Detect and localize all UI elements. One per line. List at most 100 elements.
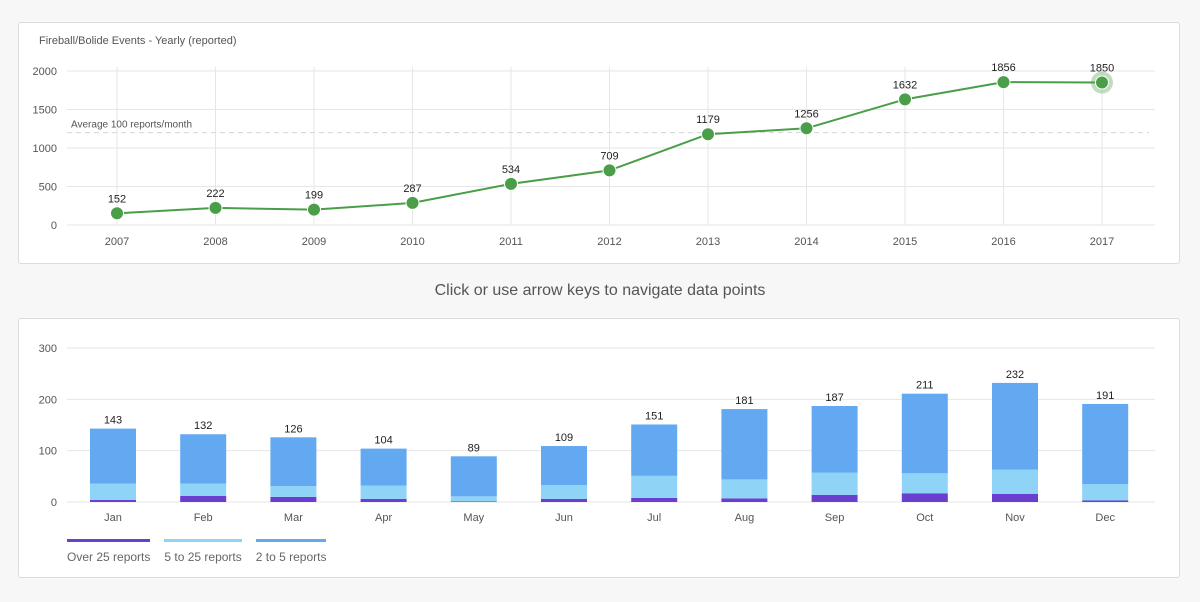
bar-segment[interactable] [180,483,227,496]
yearly-line-chart[interactable]: 0 500 1000 1500 2000 2007 2008 2009 2010 2011 2012… [19,23,1181,265]
bar-segment[interactable] [901,493,948,502]
x-tick-label: May [463,512,484,524]
bar-total-label: 181 [735,395,753,407]
bar-segment[interactable] [992,469,1038,494]
x-tick-label: Feb [194,512,213,524]
bar-segment[interactable] [90,428,136,484]
y-tick-label: 1500 [33,105,57,117]
x-tick-label: Sep [825,512,845,524]
bar-total-label: 126 [284,423,302,435]
bar-segment[interactable] [992,382,1038,470]
bar-total-label: 104 [374,435,392,447]
bar-segment[interactable] [631,424,678,476]
bar-segment[interactable] [1082,403,1129,485]
bar-segment[interactable] [270,496,317,502]
bar-total-label: 191 [1096,390,1114,402]
bar-segment[interactable] [992,493,1038,502]
chart-title: Fireball/Bolide Events - Yearly (reporte… [39,35,237,47]
legend-item[interactable]: Over 25 reports [67,539,151,564]
data-point[interactable] [405,195,420,210]
x-tick-label: Jun [555,512,573,524]
data-point[interactable] [898,92,912,107]
y-tick-label: 2000 [33,66,57,78]
data-label: 1256 [794,108,818,120]
x-tick-label: 2015 [893,236,917,248]
data-label: 222 [206,188,224,200]
data-label: 534 [502,164,520,176]
bar-segment[interactable] [360,498,407,502]
x-tick-label: 2011 [499,236,523,248]
bar-segment[interactable] [180,434,227,484]
y-tick-label: 200 [39,394,57,406]
data-point[interactable] [799,121,814,136]
x-tick-label: Aug [735,512,755,524]
monthly-bar-chart[interactable]: 0 100 200 300 143 Jan 132 Feb 126 Mar 104 Apr 89 May 1… [19,319,1181,579]
x-tick-label: 2013 [696,236,720,248]
bar-total-label: 109 [555,432,573,444]
x-tick-label: 2014 [794,236,818,248]
x-tick-label: Oct [916,512,933,524]
x-tick-label: 2008 [203,236,227,248]
bar-segment[interactable] [541,498,587,502]
x-tick-label: Mar [284,512,303,524]
navigation-hint: Click or use arrow keys to navigate data… [434,282,766,299]
bar-segment[interactable] [721,498,768,502]
data-point[interactable] [307,202,321,217]
data-label: 1850 [1090,63,1114,75]
bar-segment[interactable] [721,479,768,499]
bar-segment[interactable] [811,406,858,473]
bar-segment[interactable] [360,485,407,499]
monthly-chart-panel: 0 100 200 300 143 Jan 132 Feb 126 Mar 104 Apr 89 May 1… [18,318,1180,578]
data-label: 287 [403,183,421,195]
bar-segment[interactable] [180,495,227,502]
x-tick-label: 2017 [1090,236,1114,248]
bar-segment[interactable] [541,485,587,499]
legend-item[interactable]: 5 to 25 reports [164,539,242,564]
bar-total-label: 132 [194,420,212,432]
bar-segment[interactable] [901,393,948,474]
bar-total-label: 89 [468,442,480,454]
data-point[interactable] [701,127,715,142]
bar-segment[interactable] [360,448,407,486]
data-label: 152 [108,193,126,205]
bar-segment[interactable] [270,437,317,487]
bar-segment[interactable] [811,472,858,495]
data-point[interactable] [602,163,617,178]
bar-total-label: 187 [825,392,843,404]
y-tick-label: 500 [39,182,57,194]
y-tick-label: 100 [39,446,57,458]
data-point[interactable] [1095,75,1109,90]
data-label: 199 [305,190,323,202]
bar-segment[interactable] [541,446,587,486]
bar-segment[interactable] [450,501,497,502]
bar-total-label: 232 [1006,369,1024,381]
bar-segment[interactable] [1082,484,1129,501]
average-reference-label: Average 100 reports/month [71,120,192,131]
bar-segment[interactable] [901,473,948,494]
bar-segment[interactable] [450,496,497,502]
data-point[interactable] [208,200,223,215]
x-tick-label: Apr [375,512,392,524]
bar-segment[interactable] [1082,500,1129,502]
bar-segment[interactable] [270,486,317,497]
bar-segment[interactable] [631,475,678,498]
y-tick-label: 0 [51,220,57,232]
bar-total-label: 143 [104,415,122,427]
x-tick-label: Jul [647,512,661,524]
bar-segment[interactable] [721,409,768,480]
y-tick-label: 1000 [33,143,57,155]
bar-segment[interactable] [90,483,136,500]
data-point[interactable] [996,75,1011,90]
bar-segment[interactable] [90,499,136,502]
data-point[interactable] [504,176,518,191]
data-point[interactable] [110,206,124,221]
legend-item[interactable]: 2 to 5 reports [255,539,327,564]
bar-segment[interactable] [811,494,858,502]
y-tick-label: 0 [51,497,57,509]
data-label: 1179 [696,114,720,126]
data-label: 709 [600,150,618,162]
data-label: 1856 [991,62,1015,74]
x-tick-label: Jan [104,512,122,524]
bar-segment[interactable] [450,456,497,497]
bar-segment[interactable] [631,497,678,502]
